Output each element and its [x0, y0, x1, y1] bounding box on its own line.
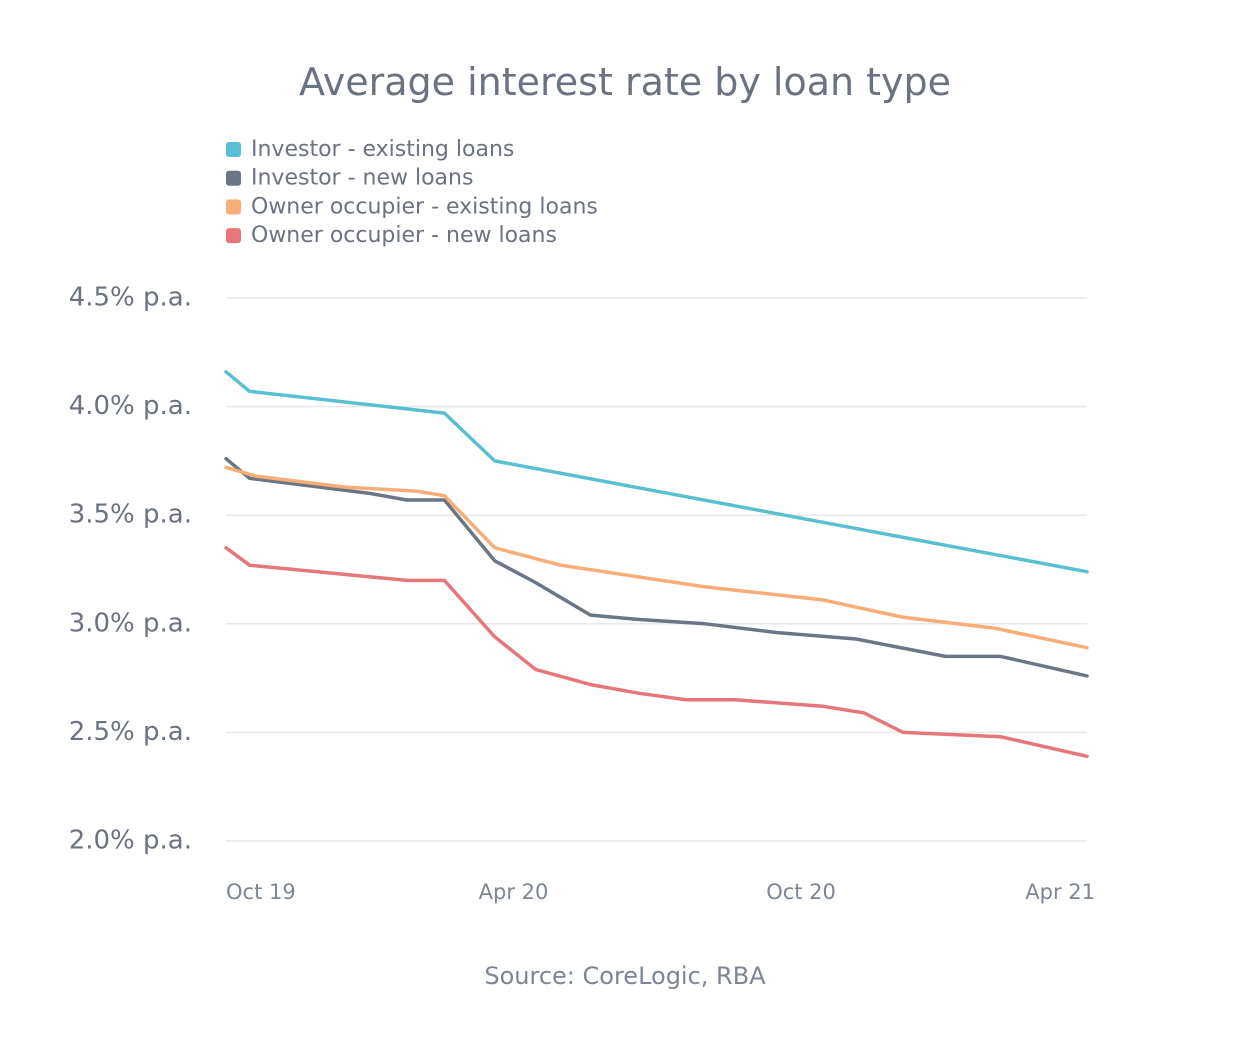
series-line [224, 546, 1089, 759]
legend-label: Owner occupier - existing loans [251, 194, 598, 219]
y-tick-label: 4.5% p.a. [69, 283, 192, 313]
series-line [224, 465, 1089, 650]
series-line [224, 370, 1089, 574]
y-axis: 4.5% p.a. 4.0% p.a. 3.5% p.a. 3.0% p.a. 2.5%… [69, 283, 192, 856]
legend: Investor - existing loans Investor - new … [226, 137, 598, 248]
source-note: Source: CoreLogic, RBA [484, 962, 766, 990]
plot-area [224, 370, 1089, 759]
y-tick-label: 2.5% p.a. [69, 717, 192, 747]
legend-item: Investor - existing loans [226, 137, 514, 162]
y-tick-label: 2.0% p.a. [69, 826, 192, 856]
gridlines [226, 297, 1087, 842]
legend-swatch [226, 228, 241, 244]
y-tick-label: 4.0% p.a. [69, 391, 192, 421]
series-line [224, 456, 1089, 678]
legend-item: Owner occupier - new loans [226, 223, 557, 248]
legend-item: Investor - new loans [226, 166, 473, 191]
legend-label: Investor - existing loans [251, 137, 514, 162]
legend-swatch [226, 142, 241, 157]
y-tick-label: 3.0% p.a. [69, 608, 192, 638]
y-tick-label: 3.5% p.a. [69, 500, 192, 530]
x-axis: Oct 19 Apr 20 Oct 20 Apr 21 [226, 880, 1095, 904]
chart-title: Average interest rate by loan type [299, 60, 951, 104]
x-tick-label: Oct 19 [226, 880, 296, 904]
legend-label: Investor - new loans [251, 166, 473, 191]
x-tick-label: Apr 21 [1025, 880, 1095, 904]
legend-swatch [226, 170, 241, 186]
legend-item: Owner occupier - existing loans [226, 194, 598, 219]
legend-swatch [226, 199, 241, 215]
legend-label: Owner occupier - new loans [251, 223, 557, 248]
x-tick-label: Oct 20 [766, 880, 836, 904]
x-tick-label: Apr 20 [479, 880, 549, 904]
